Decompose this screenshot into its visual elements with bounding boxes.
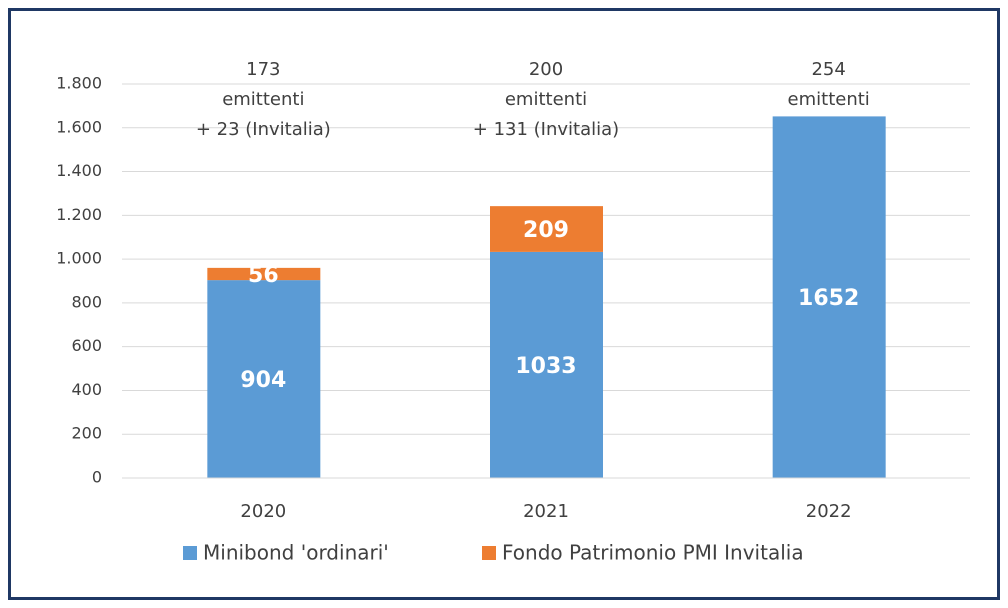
bar-segment <box>207 267 321 281</box>
annotation: 200 <box>529 59 563 80</box>
bar-segment <box>490 206 603 252</box>
annotation: 254 <box>811 59 845 80</box>
y-tick-label: 1.400 <box>56 161 102 180</box>
data-label: 56 <box>248 263 279 288</box>
data-label: 1033 <box>515 354 576 379</box>
y-tick-label: 1.600 <box>56 117 102 136</box>
annotation: + 131 (Invitalia) <box>473 119 619 140</box>
y-tick-label: 1.000 <box>56 249 102 268</box>
bar-segment <box>490 251 603 478</box>
x-tick-label: 2022 <box>806 501 852 522</box>
bar-segment <box>772 116 886 478</box>
annotation: + 23 (Invitalia) <box>196 119 331 140</box>
annotation: emittenti <box>505 89 587 110</box>
y-tick-label: 600 <box>71 336 102 355</box>
y-tick-label: 400 <box>71 380 102 399</box>
legend-swatch <box>482 546 496 560</box>
annotation: emittenti <box>222 89 304 110</box>
annotation: emittenti <box>788 89 870 110</box>
y-tick-label: 0 <box>92 468 102 487</box>
data-label: 209 <box>523 218 569 243</box>
annotation: 173 <box>246 59 280 80</box>
data-label: 904 <box>240 368 286 393</box>
y-tick-label: 200 <box>71 424 102 443</box>
data-label: 1652 <box>798 286 859 311</box>
legend-label: Fondo Patrimonio PMI Invitalia <box>502 541 804 565</box>
x-tick-label: 2021 <box>523 501 569 522</box>
x-tick-label: 2020 <box>240 501 286 522</box>
bar-segment <box>207 280 321 478</box>
y-tick-label: 1.200 <box>56 205 102 224</box>
y-tick-label: 1.800 <box>56 74 102 93</box>
legend-swatch <box>183 546 197 560</box>
y-tick-label: 800 <box>71 292 102 311</box>
legend-label: Minibond 'ordinari' <box>203 541 389 565</box>
